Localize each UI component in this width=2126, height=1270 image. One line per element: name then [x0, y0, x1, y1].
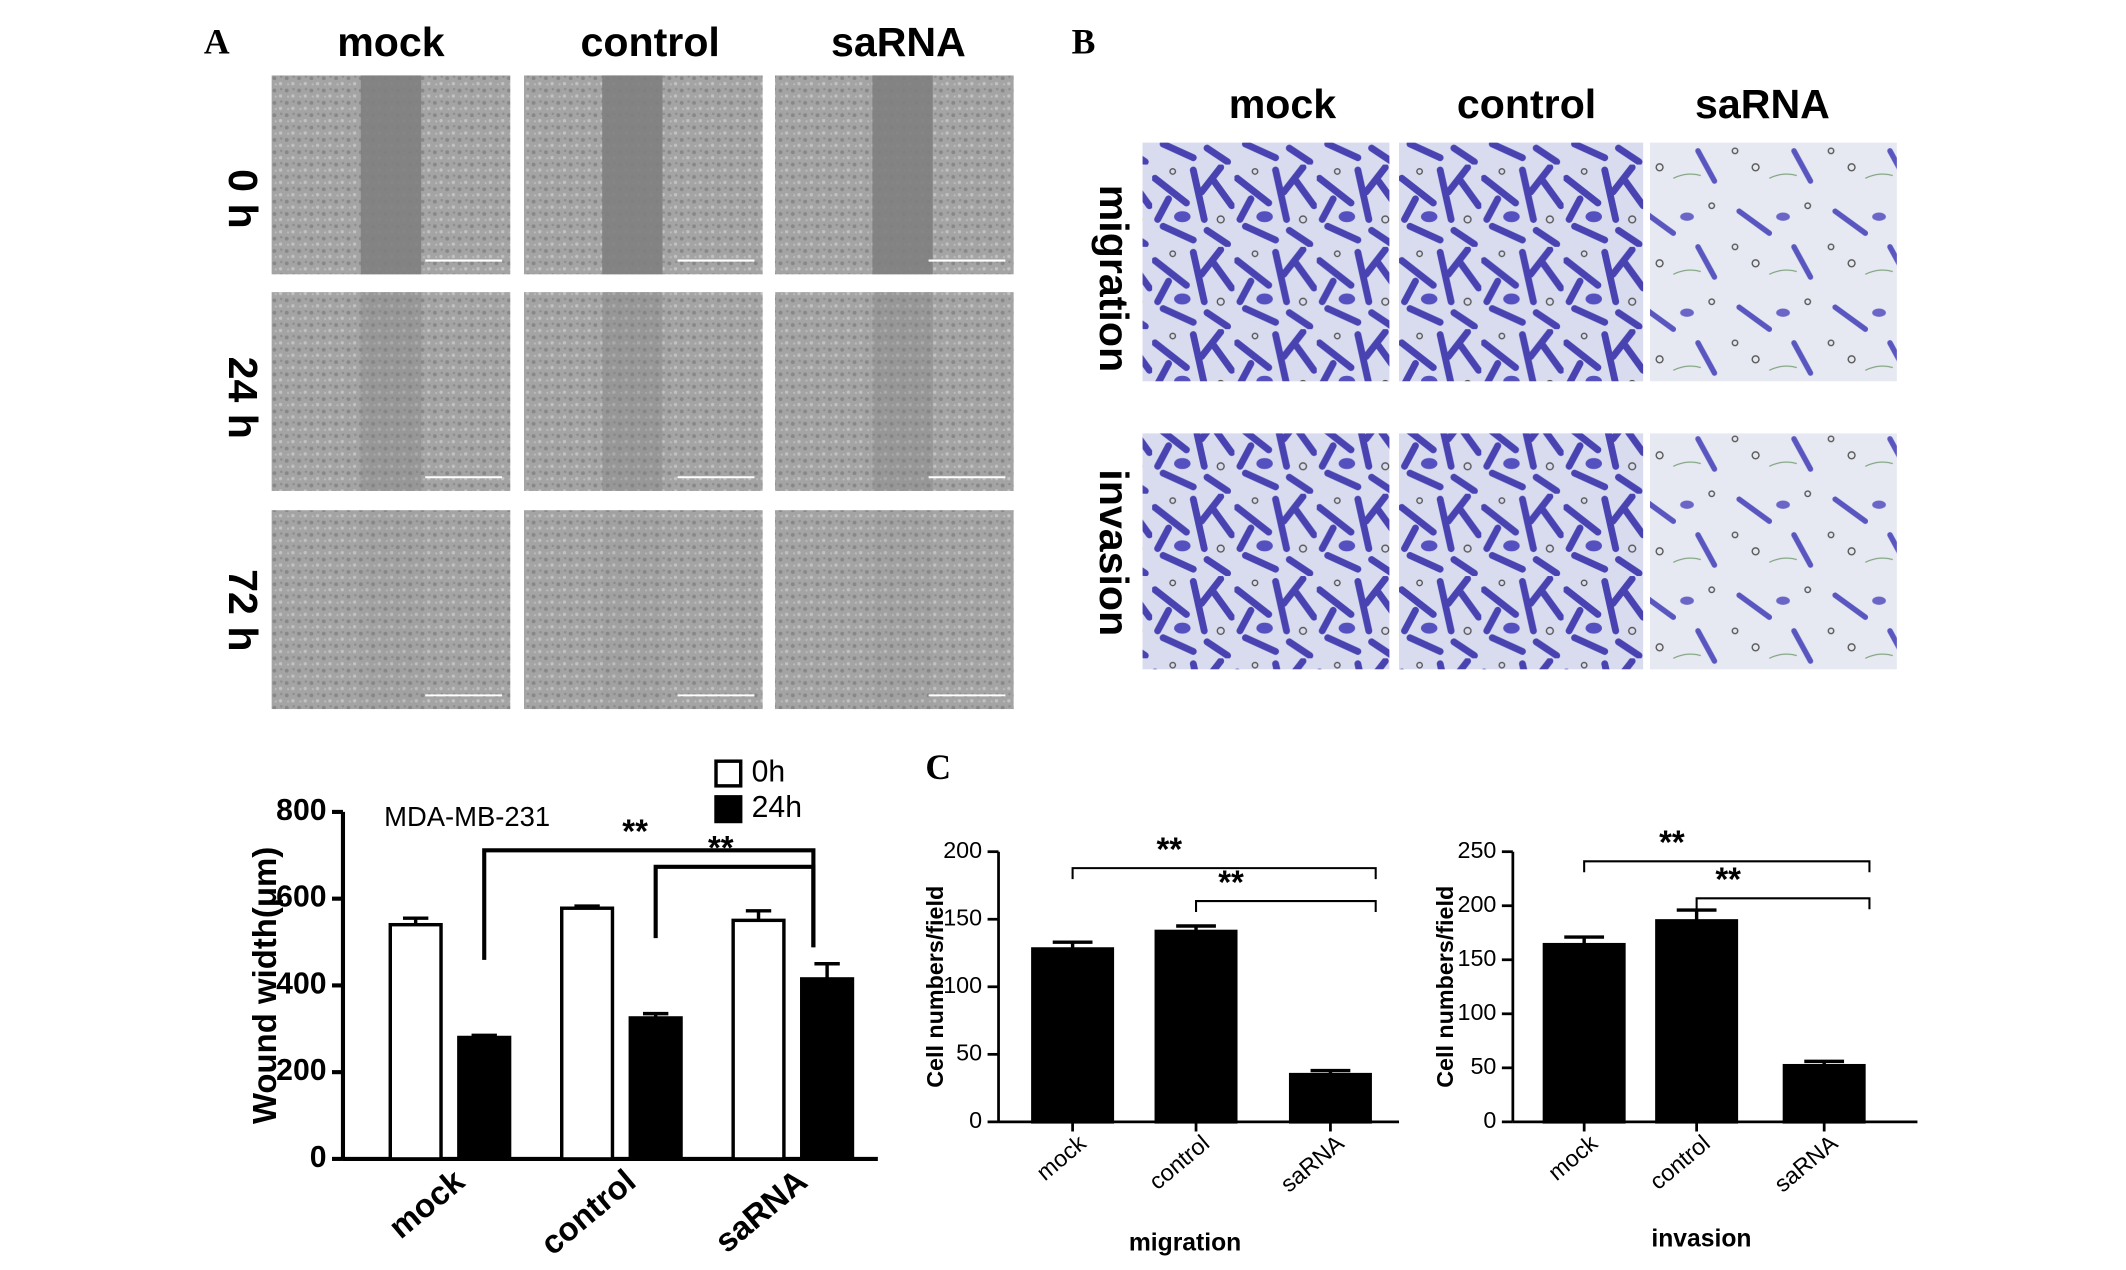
y-tick-label: 100: [943, 972, 982, 998]
x-tick-label: mock: [1543, 1129, 1603, 1185]
legend-label: 24h: [752, 791, 802, 824]
x-tick-label: control: [1144, 1130, 1214, 1195]
bar: [1782, 1063, 1866, 1124]
wound-gap: [872, 510, 933, 710]
annotation: MDA-MB-231: [384, 801, 550, 832]
wound-gap: [602, 510, 663, 710]
bar: [628, 1016, 683, 1161]
bar: [1542, 942, 1626, 1124]
y-tick-label: 200: [1458, 891, 1497, 917]
bar: [1288, 1072, 1372, 1124]
micrograph: [1142, 433, 1390, 670]
column-label: mock: [337, 19, 445, 65]
column-label: saRNA: [1695, 81, 1830, 127]
micrograph: [1142, 142, 1390, 382]
wound-gap: [360, 75, 422, 275]
y-tick-label: 0: [969, 1107, 982, 1133]
wound-gap: [602, 292, 663, 491]
y-tick-label: 200: [943, 837, 982, 863]
micrograph: [524, 292, 763, 491]
column-label: mock: [1229, 81, 1337, 127]
bar: [1031, 947, 1115, 1124]
wound-gap: [360, 510, 422, 710]
micrograph: [774, 510, 1014, 710]
significance-label: **: [708, 829, 734, 866]
y-axis-label: Cell numbers/field: [922, 886, 948, 1088]
y-tick-label: 150: [1458, 945, 1497, 971]
x-tick-label: saRNA: [707, 1162, 813, 1260]
wound-gap: [872, 75, 933, 275]
x-axis-label: invasion: [1651, 1225, 1751, 1252]
wound-gap: [602, 75, 663, 275]
row-label: migration: [1091, 185, 1137, 372]
wound-gap: [872, 292, 933, 491]
x-tick-label: saRNA: [1275, 1129, 1349, 1197]
column-label: saRNA: [831, 19, 966, 65]
bar: [457, 1035, 512, 1161]
significance-bracket: [1071, 867, 1377, 880]
x-tick-label: control: [533, 1162, 642, 1262]
bar: [1154, 929, 1238, 1124]
bar: [731, 918, 786, 1161]
y-tick-label: 600: [276, 881, 326, 914]
significance-bracket: [653, 864, 816, 948]
wound-gap: [360, 292, 422, 491]
y-axis-label: Wound width(μm): [246, 847, 283, 1124]
micrograph: [271, 292, 511, 491]
column-label: control: [1457, 81, 1596, 127]
micrograph: [524, 510, 763, 710]
x-tick-label: mock: [381, 1161, 471, 1245]
x-tick-label: saRNA: [1769, 1129, 1843, 1197]
bar: [560, 906, 615, 1161]
micrograph: [1649, 433, 1897, 670]
row-label: 0 h: [220, 169, 266, 228]
y-tick-label: 50: [956, 1039, 982, 1065]
significance-bracket: [1195, 900, 1377, 913]
significance-label: **: [1715, 861, 1741, 898]
column-label: control: [581, 19, 720, 65]
panel-letter: A: [204, 21, 230, 61]
x-axis-label: migration: [1129, 1229, 1241, 1256]
y-tick-label: 250: [1458, 837, 1497, 863]
row-label: invasion: [1091, 469, 1137, 636]
y-tick-label: 100: [1458, 999, 1497, 1025]
significance-label: **: [1156, 830, 1182, 867]
y-tick-label: 400: [276, 967, 326, 1000]
legend-swatch: [714, 795, 743, 824]
significance-bracket: [1695, 897, 1871, 910]
micrograph: [1649, 142, 1897, 382]
bar: [800, 977, 855, 1161]
significance-bracket: [1583, 860, 1871, 873]
legend-swatch: [714, 759, 743, 788]
row-label: 72 h: [220, 569, 266, 651]
y-tick-label: 50: [1470, 1053, 1496, 1079]
x-tick-label: mock: [1031, 1129, 1091, 1185]
y-tick-label: 0: [1483, 1107, 1496, 1133]
bar: [388, 922, 443, 1161]
y-axis-label: Cell numbers/field: [1432, 886, 1458, 1088]
y-tick-label: 200: [276, 1054, 326, 1087]
significance-label: **: [1218, 863, 1244, 900]
row-label: 24 h: [220, 357, 266, 439]
y-tick-label: 150: [943, 904, 982, 930]
y-tick-label: 0: [310, 1141, 327, 1174]
micrograph: [1399, 142, 1644, 382]
panel-letter: C: [925, 747, 951, 787]
y-tick-label: 800: [276, 794, 326, 827]
significance-label: **: [622, 813, 648, 850]
micrograph: [774, 292, 1014, 491]
significance-label: **: [1659, 824, 1685, 861]
micrograph: [1399, 433, 1644, 670]
legend-label: 0h: [752, 755, 786, 788]
bar: [1655, 919, 1739, 1124]
x-tick-label: control: [1644, 1130, 1714, 1195]
micrograph: [271, 510, 511, 710]
panel-letter: B: [1072, 21, 1096, 61]
